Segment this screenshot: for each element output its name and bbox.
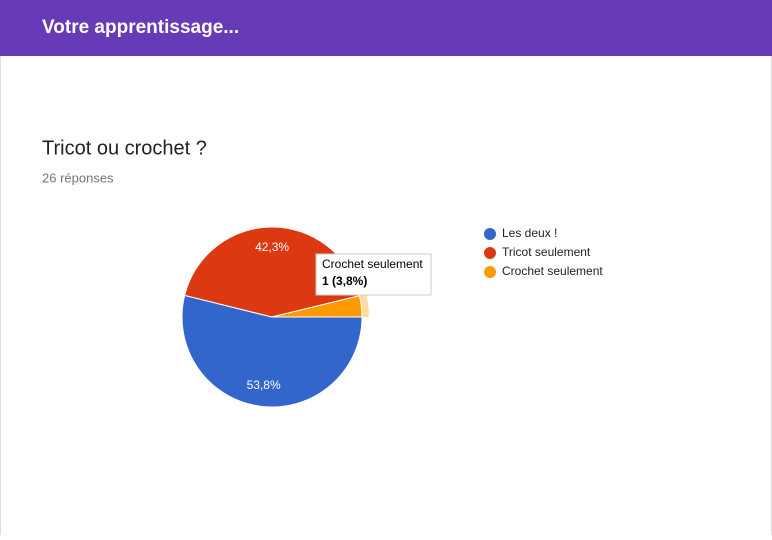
tooltip-box	[315, 253, 432, 296]
tooltip: Crochet seulement 1 (3,8%)	[315, 253, 432, 296]
pie: 53,8% 42,3%	[181, 226, 369, 408]
tooltip-title: Crochet seulement	[322, 257, 423, 271]
legend-swatch	[484, 228, 496, 240]
chart-subtitle: 26 réponses	[42, 170, 114, 185]
legend-label: Crochet seulement	[502, 264, 603, 278]
slice	[271, 295, 363, 318]
legend-label: Tricot seulement	[502, 245, 591, 259]
legend-swatch	[484, 266, 496, 278]
legend-swatch	[484, 247, 496, 259]
chart-title: Tricot ou crochet ?	[42, 137, 207, 159]
legend: Les deux ! Tricot seulement Crochet seulem…	[484, 226, 603, 278]
slice-label: 53,8%	[247, 378, 281, 392]
slice-label: 42,3%	[255, 240, 289, 254]
header-title: Votre apprentissage...	[42, 17, 239, 38]
tooltip-text: 1 (3,8%)	[322, 274, 367, 288]
header-bar	[0, 0, 772, 56]
legend-label: Les deux !	[502, 226, 557, 240]
slice	[181, 294, 363, 408]
